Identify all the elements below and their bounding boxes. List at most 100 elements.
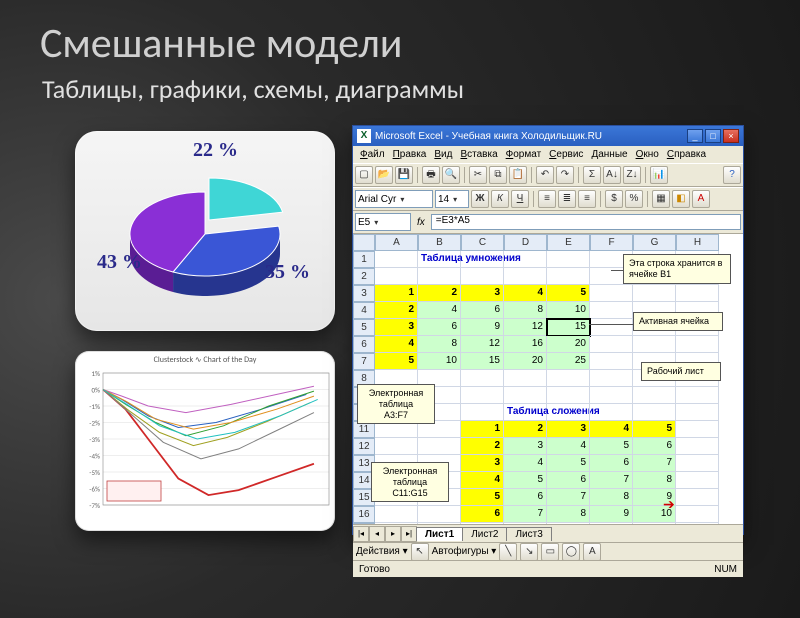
save-icon[interactable]: 💾 bbox=[395, 166, 413, 184]
col-header[interactable]: E bbox=[547, 234, 590, 251]
cell[interactable] bbox=[676, 404, 719, 421]
underline-icon[interactable]: Ч bbox=[511, 190, 529, 208]
cell[interactable] bbox=[547, 404, 590, 421]
cell[interactable] bbox=[461, 370, 504, 387]
cell[interactable] bbox=[590, 285, 633, 302]
cell[interactable]: 8 bbox=[633, 472, 676, 489]
cell[interactable] bbox=[633, 523, 676, 524]
cell[interactable] bbox=[418, 506, 461, 523]
cell[interactable]: 8 bbox=[590, 489, 633, 506]
help-icon[interactable]: ? bbox=[723, 166, 741, 184]
close-button[interactable]: × bbox=[723, 129, 739, 143]
cell[interactable] bbox=[547, 387, 590, 404]
row-header[interactable]: 7 bbox=[353, 353, 375, 370]
cell[interactable]: 6 bbox=[504, 489, 547, 506]
preview-icon[interactable]: 🔍 bbox=[442, 166, 460, 184]
cell[interactable]: 8 bbox=[547, 506, 590, 523]
cell[interactable] bbox=[547, 268, 590, 285]
menu-item[interactable]: Окно bbox=[633, 148, 662, 161]
align-center-icon[interactable]: ≣ bbox=[558, 190, 576, 208]
cell[interactable]: 9 bbox=[461, 319, 504, 336]
percent-icon[interactable]: % bbox=[625, 190, 643, 208]
sheet-tab[interactable]: Лист1 bbox=[416, 527, 463, 541]
cell[interactable] bbox=[375, 251, 418, 268]
cell[interactable] bbox=[461, 523, 504, 524]
cell[interactable]: Таблица умножения bbox=[418, 251, 461, 268]
col-header[interactable]: G bbox=[633, 234, 676, 251]
cell[interactable]: 4 bbox=[504, 285, 547, 302]
cell[interactable]: 10 bbox=[418, 353, 461, 370]
cell[interactable]: 5 bbox=[504, 472, 547, 489]
cell[interactable] bbox=[676, 455, 719, 472]
cell[interactable] bbox=[504, 523, 547, 524]
tab-nav-prev[interactable]: ◂ bbox=[369, 526, 385, 542]
copy-icon[interactable]: ⧉ bbox=[489, 166, 507, 184]
cell[interactable] bbox=[590, 302, 633, 319]
cell[interactable]: 4 bbox=[504, 455, 547, 472]
font-color-icon[interactable]: A bbox=[692, 190, 710, 208]
cell[interactable] bbox=[461, 404, 504, 421]
paste-icon[interactable]: 📋 bbox=[509, 166, 527, 184]
cell[interactable]: 12 bbox=[461, 336, 504, 353]
fx-icon[interactable]: fx bbox=[415, 217, 427, 228]
menu-item[interactable]: Правка bbox=[390, 148, 430, 161]
row-header[interactable]: 12 bbox=[353, 438, 375, 455]
cell[interactable]: 6 bbox=[633, 438, 676, 455]
cell[interactable]: 7 bbox=[633, 455, 676, 472]
sheet-tab[interactable]: Лист2 bbox=[462, 527, 507, 541]
cell[interactable] bbox=[676, 506, 719, 523]
menu-item[interactable]: Вид bbox=[431, 148, 455, 161]
cell[interactable]: 8 bbox=[418, 336, 461, 353]
cell[interactable] bbox=[676, 472, 719, 489]
col-header[interactable]: B bbox=[418, 234, 461, 251]
col-header[interactable]: C bbox=[461, 234, 504, 251]
cell[interactable]: 6 bbox=[461, 302, 504, 319]
cell[interactable] bbox=[633, 387, 676, 404]
cell[interactable] bbox=[590, 336, 633, 353]
cell[interactable] bbox=[590, 523, 633, 524]
cell[interactable]: 6 bbox=[590, 455, 633, 472]
row-header[interactable]: 16 bbox=[353, 506, 375, 523]
arrow-tool-icon[interactable]: ↘ bbox=[520, 543, 538, 561]
cell[interactable]: 1 bbox=[375, 285, 418, 302]
maximize-button[interactable]: □ bbox=[705, 129, 721, 143]
cell[interactable] bbox=[633, 404, 676, 421]
col-header[interactable]: H bbox=[676, 234, 719, 251]
excel-titlebar[interactable]: X Microsoft Excel - Учебная книга Холоди… bbox=[353, 126, 743, 146]
row-header[interactable]: 1 bbox=[353, 251, 375, 268]
menu-item[interactable]: Формат bbox=[503, 148, 545, 161]
cell[interactable] bbox=[633, 336, 676, 353]
cell[interactable] bbox=[375, 268, 418, 285]
cell[interactable]: 4 bbox=[375, 336, 418, 353]
textbox-tool-icon[interactable]: A bbox=[583, 543, 601, 561]
cell[interactable] bbox=[418, 268, 461, 285]
cell[interactable]: 2 bbox=[461, 438, 504, 455]
col-header[interactable]: D bbox=[504, 234, 547, 251]
minimize-button[interactable]: _ bbox=[687, 129, 703, 143]
cell[interactable]: 15 bbox=[461, 353, 504, 370]
menu-item[interactable]: Файл bbox=[357, 148, 388, 161]
cell[interactable] bbox=[590, 404, 633, 421]
cell[interactable] bbox=[676, 421, 719, 438]
cell[interactable]: 6 bbox=[418, 319, 461, 336]
row-header[interactable]: 2 bbox=[353, 268, 375, 285]
drawbar-actions[interactable]: Действия ▾ bbox=[356, 546, 408, 557]
cell[interactable] bbox=[504, 387, 547, 404]
cell[interactable] bbox=[418, 438, 461, 455]
col-header[interactable]: A bbox=[375, 234, 418, 251]
cell[interactable] bbox=[676, 336, 719, 353]
cell[interactable] bbox=[504, 268, 547, 285]
cell[interactable]: 7 bbox=[547, 489, 590, 506]
new-icon[interactable]: ▢ bbox=[355, 166, 373, 184]
cell[interactable]: 5 bbox=[461, 489, 504, 506]
tab-nav-last[interactable]: ▸| bbox=[401, 526, 417, 542]
menu-item[interactable]: Сервис bbox=[546, 148, 586, 161]
sort-asc-icon[interactable]: A↓ bbox=[603, 166, 621, 184]
open-icon[interactable]: 📂 bbox=[375, 166, 393, 184]
undo-icon[interactable]: ↶ bbox=[536, 166, 554, 184]
col-header[interactable]: F bbox=[590, 234, 633, 251]
drawbar-autoshapes[interactable]: Автофигуры ▾ bbox=[432, 546, 497, 557]
cell[interactable] bbox=[461, 251, 504, 268]
line-tool-icon[interactable]: ╲ bbox=[499, 543, 517, 561]
cell[interactable] bbox=[676, 523, 719, 524]
